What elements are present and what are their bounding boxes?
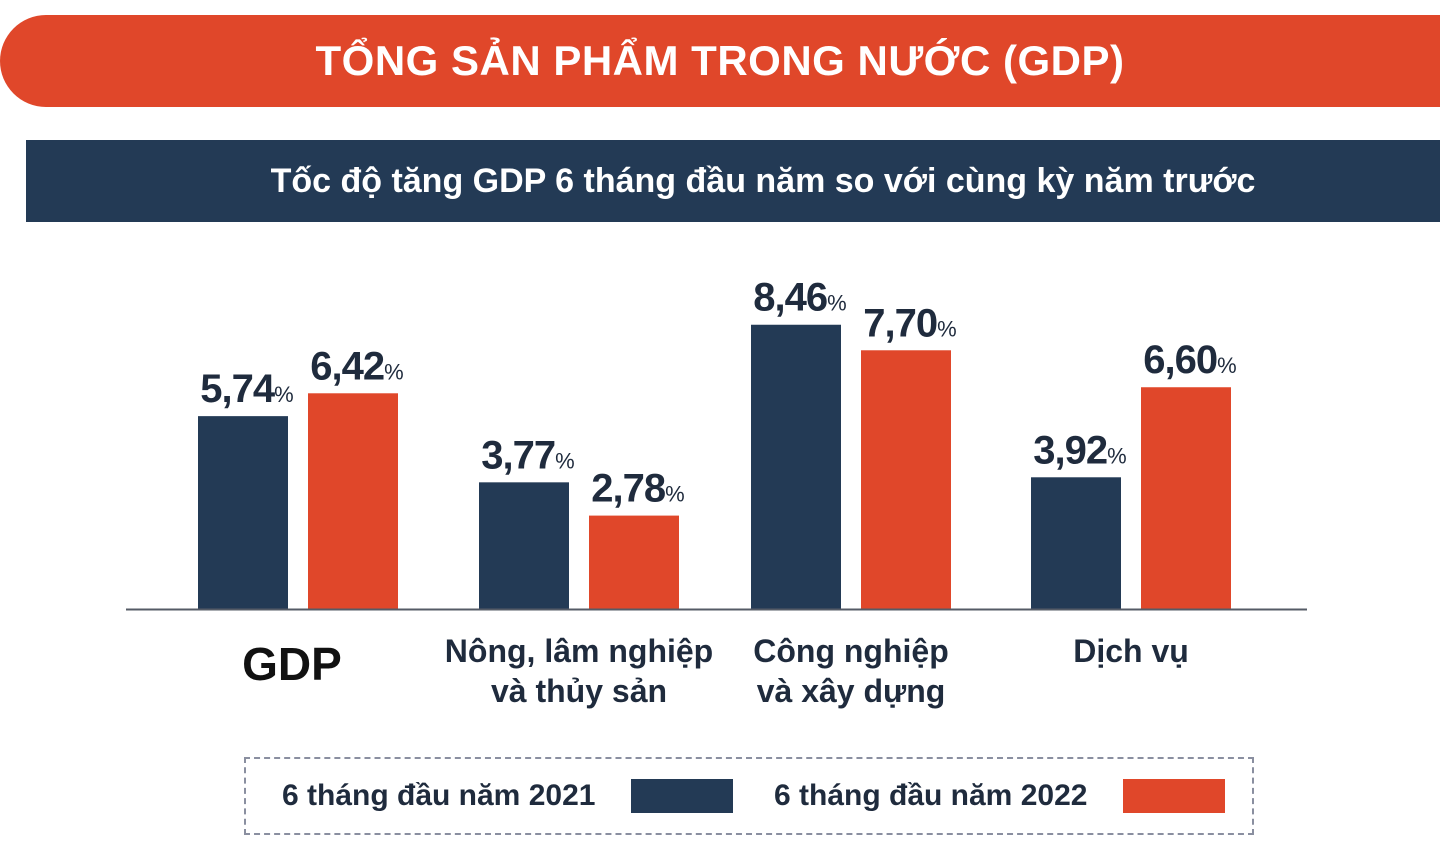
data-label-2021-1: 3,77%	[481, 433, 574, 477]
legend-label-2022: 6 tháng đầu năm 2022	[774, 779, 1088, 812]
bar-2021-3	[1031, 477, 1121, 609]
chart-title: TỔNG SẢN PHẨM TRONG NƯỚC (GDP)	[315, 37, 1125, 84]
data-label-2022-0: 6,42%	[310, 344, 403, 388]
legend-item-2021: 6 tháng đầu năm 2021	[282, 759, 734, 833]
category-label-1-0: Nông, lâm nghiệp	[445, 633, 713, 669]
bar-2022-0	[308, 393, 398, 609]
bar-2022-1	[589, 515, 679, 609]
chart-subtitle: Tốc độ tăng GDP 6 tháng đầu năm so với c…	[270, 161, 1256, 200]
data-label-2021-3: 3,92%	[1033, 428, 1126, 472]
bar-2022-3	[1141, 387, 1231, 609]
bar-2021-1	[479, 482, 569, 609]
bar-2021-2	[751, 324, 841, 609]
legend-swatch-2022	[1123, 779, 1226, 813]
bar-2022-2	[861, 350, 951, 609]
category-label-2-0: Công nghiệp	[753, 633, 949, 669]
data-label-2021-2: 8,46%	[753, 276, 846, 320]
data-label-2022-2: 7,70%	[863, 301, 956, 345]
data-label-2022-1: 2,78%	[591, 467, 684, 511]
title-banner: TỔNG SẢN PHẨM TRONG NƯỚC (GDP)	[0, 15, 1440, 107]
legend-swatch-2021	[631, 779, 734, 813]
category-label-1-1: và thủy sản	[491, 673, 667, 709]
legend: 6 tháng đầu năm 2021 6 tháng đầu năm 202…	[244, 757, 1254, 835]
category-label-2-1: và xây dựng	[757, 673, 946, 709]
subtitle-band: Tốc độ tăng GDP 6 tháng đầu năm so với c…	[26, 140, 1440, 222]
category-label-3-0: Dịch vụ	[1073, 633, 1189, 669]
legend-label-2021: 6 tháng đầu năm 2021	[282, 779, 596, 812]
data-label-2021-0: 5,74%	[200, 367, 293, 411]
legend-item-2022: 6 tháng đầu năm 2022	[774, 759, 1226, 833]
category-label-0-0: GDP	[242, 638, 342, 690]
bar-2021-0	[198, 416, 288, 609]
data-label-2022-3: 6,60%	[1143, 338, 1236, 382]
